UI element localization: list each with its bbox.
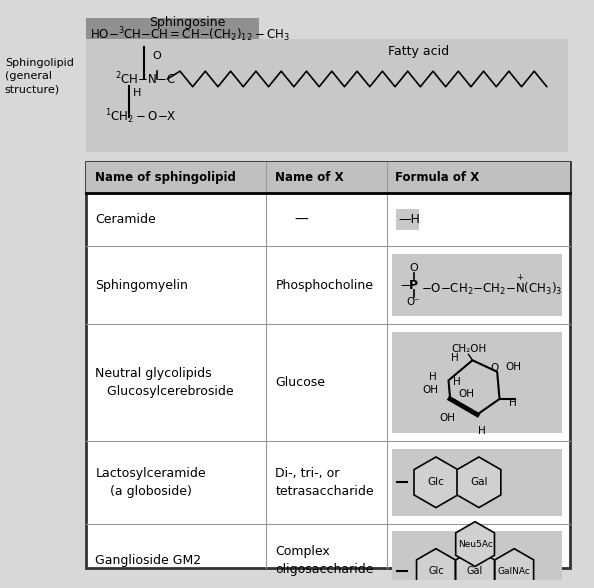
FancyBboxPatch shape [392,449,563,516]
Text: Fatty acid: Fatty acid [388,45,449,58]
FancyBboxPatch shape [86,39,568,152]
Text: Neutral glycolipids
   Glucosylcerebroside: Neutral glycolipids Glucosylcerebroside [96,367,234,398]
Text: H: H [429,372,437,382]
FancyBboxPatch shape [86,162,570,193]
Text: Name of X: Name of X [276,171,344,183]
Text: OH: OH [423,385,439,395]
FancyBboxPatch shape [392,532,563,588]
Text: Sphingomyelin: Sphingomyelin [96,279,188,292]
Text: Glc: Glc [428,566,444,576]
Polygon shape [416,549,455,588]
Text: CH₂OH: CH₂OH [451,343,486,353]
Text: —: — [295,213,308,226]
Text: Phosphocholine: Phosphocholine [276,279,374,292]
Text: Neu5Ac: Neu5Ac [457,540,492,549]
FancyBboxPatch shape [392,332,563,433]
Text: $-$O$-$CH$_2$$-$CH$_2$$-\overset{+}{\rm N}$(CH$_3$)$_3$: $-$O$-$CH$_2$$-$CH$_2$$-\overset{+}{\rm … [421,273,563,297]
FancyBboxPatch shape [396,209,419,230]
Text: Di-, tri-, or
tetrasaccharide: Di-, tri-, or tetrasaccharide [276,467,374,498]
Text: Formula of X: Formula of X [395,171,479,183]
Text: Complex
oligosaccharide: Complex oligosaccharide [276,544,374,576]
FancyBboxPatch shape [392,254,563,316]
FancyBboxPatch shape [86,18,259,152]
Text: Gal: Gal [467,566,483,576]
Polygon shape [414,457,458,507]
FancyBboxPatch shape [86,162,570,569]
Text: Name of sphingolipid: Name of sphingolipid [96,171,236,183]
Text: Sphingolipid
(general
structure): Sphingolipid (general structure) [5,58,74,94]
Text: O: O [490,363,498,373]
Text: —H: —H [398,213,420,226]
Text: OH: OH [458,389,474,399]
Text: HO$-^3$CH$-$CH$=$CH$-$(CH$_2$)$_{12}-$CH$_3$: HO$-^3$CH$-$CH$=$CH$-$(CH$_2$)$_{12}-$CH… [90,25,289,44]
Polygon shape [456,549,494,588]
Text: P: P [409,279,418,292]
Text: H: H [451,353,459,363]
Text: O: O [409,263,418,273]
Polygon shape [457,457,501,507]
Text: Glc: Glc [428,477,444,487]
Polygon shape [456,522,494,566]
Text: Lactosylceramide
(a globoside): Lactosylceramide (a globoside) [96,467,206,498]
Text: OH: OH [439,413,455,423]
Text: H: H [453,377,461,387]
Text: Ceramide: Ceramide [96,213,156,226]
Text: Sphingosine: Sphingosine [148,16,225,29]
Text: $^1$CH$_2-$O$-$X: $^1$CH$_2-$O$-$X [105,108,177,126]
Text: GalNAc: GalNAc [498,567,530,576]
Text: Glucose: Glucose [276,376,326,389]
Text: $^2$CH$-$N$-$C: $^2$CH$-$N$-$C [115,71,176,87]
Text: O: O [152,51,161,62]
Text: H: H [478,426,486,436]
Text: O⁻: O⁻ [407,297,421,307]
Text: Ganglioside GM2: Ganglioside GM2 [96,554,201,567]
Text: —: — [400,279,412,292]
Text: Gal: Gal [470,477,488,487]
Text: H: H [509,398,517,408]
Text: H: H [133,88,141,98]
Text: OH: OH [505,362,521,372]
Polygon shape [495,549,533,588]
